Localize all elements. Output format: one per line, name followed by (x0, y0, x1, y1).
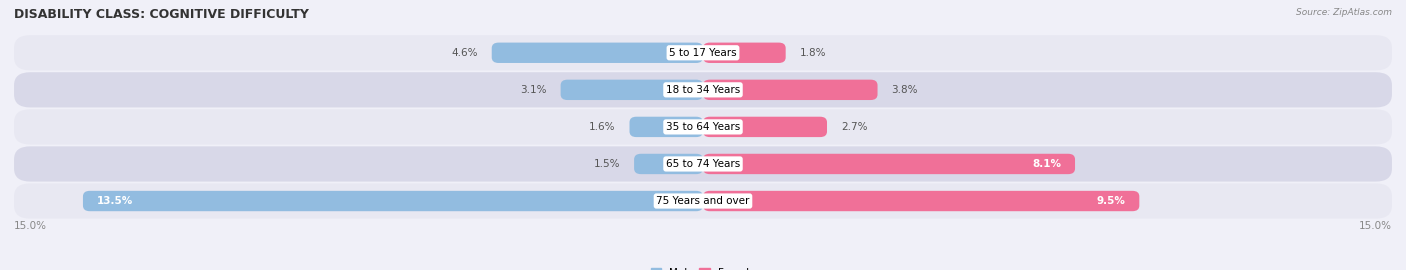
Text: 1.5%: 1.5% (593, 159, 620, 169)
FancyBboxPatch shape (561, 80, 703, 100)
FancyBboxPatch shape (14, 72, 1392, 107)
FancyBboxPatch shape (703, 43, 786, 63)
Text: 35 to 64 Years: 35 to 64 Years (666, 122, 740, 132)
FancyBboxPatch shape (634, 154, 703, 174)
FancyBboxPatch shape (14, 35, 1392, 70)
FancyBboxPatch shape (630, 117, 703, 137)
FancyBboxPatch shape (14, 109, 1392, 144)
FancyBboxPatch shape (492, 43, 703, 63)
Text: 18 to 34 Years: 18 to 34 Years (666, 85, 740, 95)
Text: 15.0%: 15.0% (14, 221, 46, 231)
Text: 65 to 74 Years: 65 to 74 Years (666, 159, 740, 169)
Text: 9.5%: 9.5% (1097, 196, 1126, 206)
Text: 8.1%: 8.1% (1032, 159, 1062, 169)
Text: 2.7%: 2.7% (841, 122, 868, 132)
Text: DISABILITY CLASS: COGNITIVE DIFFICULTY: DISABILITY CLASS: COGNITIVE DIFFICULTY (14, 8, 309, 21)
Text: 15.0%: 15.0% (1360, 221, 1392, 231)
Text: 3.8%: 3.8% (891, 85, 918, 95)
FancyBboxPatch shape (703, 154, 1076, 174)
Text: 1.6%: 1.6% (589, 122, 616, 132)
Text: 75 Years and over: 75 Years and over (657, 196, 749, 206)
FancyBboxPatch shape (703, 80, 877, 100)
Text: 13.5%: 13.5% (97, 196, 134, 206)
FancyBboxPatch shape (83, 191, 703, 211)
FancyBboxPatch shape (703, 191, 1139, 211)
FancyBboxPatch shape (14, 183, 1392, 219)
Text: 3.1%: 3.1% (520, 85, 547, 95)
Text: 5 to 17 Years: 5 to 17 Years (669, 48, 737, 58)
Legend: Male, Female: Male, Female (647, 264, 759, 270)
Text: 4.6%: 4.6% (451, 48, 478, 58)
FancyBboxPatch shape (703, 117, 827, 137)
FancyBboxPatch shape (14, 146, 1392, 181)
Text: 1.8%: 1.8% (800, 48, 825, 58)
Text: Source: ZipAtlas.com: Source: ZipAtlas.com (1296, 8, 1392, 17)
